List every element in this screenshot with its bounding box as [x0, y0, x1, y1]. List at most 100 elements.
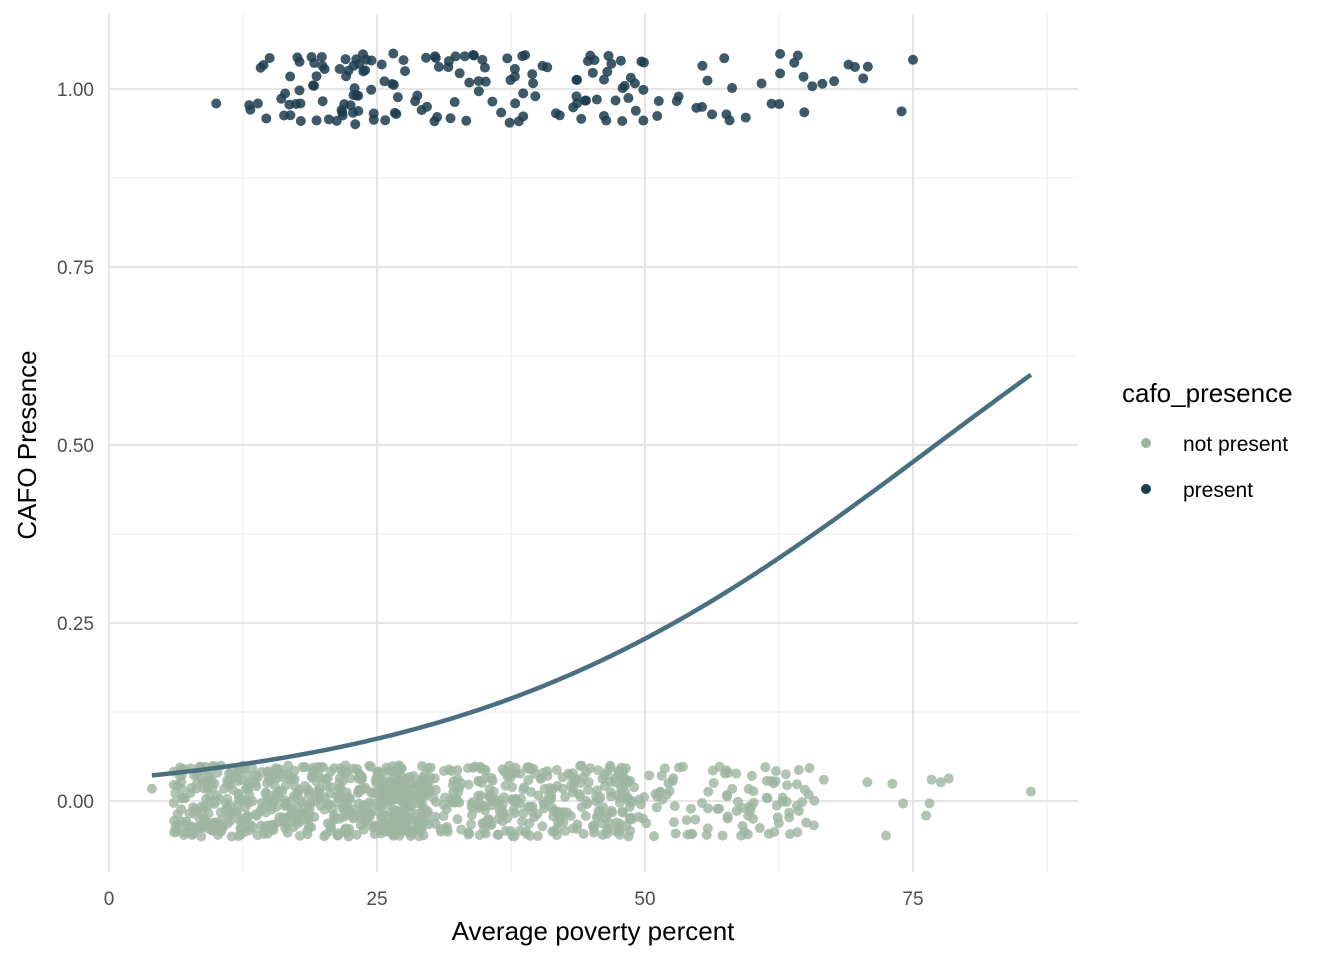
point-not-present: [808, 820, 819, 831]
point-not-present: [780, 769, 791, 780]
point-not-present: [209, 778, 220, 789]
fit-line: [151, 372, 1033, 778]
point-not-present: [351, 829, 362, 840]
point-not-present: [396, 771, 407, 782]
point-not-present: [551, 764, 562, 775]
point-present: [255, 62, 266, 73]
point-not-present: [523, 801, 534, 812]
point-not-present: [614, 829, 625, 840]
point-present: [294, 85, 305, 96]
point-not-present: [621, 820, 632, 831]
point-not-present: [201, 793, 212, 804]
point-present: [691, 102, 702, 113]
point-present: [774, 99, 785, 110]
x-axis-title: Average poverty percent: [452, 916, 736, 946]
point-not-present: [146, 783, 157, 794]
y-tick-label: 0.50: [57, 436, 94, 457]
point-not-present: [722, 813, 733, 824]
point-not-present: [762, 793, 773, 804]
point-not-present: [240, 783, 251, 794]
point-not-present: [299, 761, 310, 772]
point-not-present: [332, 830, 343, 841]
point-not-present: [383, 765, 394, 776]
point-not-present: [549, 826, 560, 837]
point-present: [862, 61, 873, 72]
point-present: [617, 83, 628, 94]
point-not-present: [408, 790, 419, 801]
point-not-present: [196, 831, 207, 842]
point-not-present: [425, 762, 436, 773]
point-not-present: [181, 816, 192, 827]
point-present: [829, 76, 840, 87]
point-not-present: [345, 794, 356, 805]
point-not-present: [589, 827, 600, 838]
point-not-present: [221, 798, 232, 809]
point-not-present: [537, 821, 548, 832]
point-not-present: [862, 777, 873, 788]
point-present: [450, 51, 461, 62]
point-not-present: [544, 782, 555, 793]
y-tick-label: 0.75: [57, 258, 94, 279]
point-present: [341, 71, 352, 82]
point-not-present: [309, 767, 320, 778]
point-not-present: [708, 777, 719, 788]
point-not-present: [818, 774, 829, 785]
point-not-present: [737, 820, 748, 831]
point-not-present: [605, 762, 616, 773]
point-not-present: [438, 766, 449, 777]
point-not-present: [168, 797, 179, 808]
point-present: [707, 109, 718, 120]
point-present: [502, 53, 513, 64]
point-not-present: [404, 771, 415, 782]
point-not-present: [267, 771, 278, 782]
point-present: [638, 115, 649, 126]
point-present: [603, 50, 614, 61]
point-not-present: [515, 768, 526, 779]
point-not-present: [731, 805, 742, 816]
point-present: [775, 48, 786, 59]
grid: [108, 14, 1078, 872]
x-tick-label: 50: [634, 889, 655, 910]
point-not-present: [489, 794, 500, 805]
point-not-present: [935, 777, 946, 788]
point-not-present: [926, 774, 937, 785]
point-present: [261, 113, 272, 124]
point-not-present: [456, 778, 467, 789]
point-not-present: [560, 791, 571, 802]
point-not-present: [529, 812, 540, 823]
point-not-present: [466, 799, 477, 810]
point-not-present: [887, 778, 898, 789]
point-present: [387, 79, 398, 90]
point-not-present: [773, 818, 784, 829]
point-not-present: [898, 798, 909, 809]
point-not-present: [405, 831, 416, 842]
point-present: [416, 105, 427, 116]
point-not-present: [340, 811, 351, 822]
axes: 0 25 50 75 0.00 0.25 0.50 0.75 1.00: [57, 80, 924, 910]
point-present: [388, 48, 399, 59]
point-not-present: [401, 820, 412, 831]
point-not-present: [247, 763, 258, 774]
point-not-present: [340, 760, 351, 771]
point-not-present: [538, 796, 549, 807]
x-tick-label: 0: [104, 889, 115, 910]
point-not-present: [478, 825, 489, 836]
y-tick-label: 0.00: [57, 792, 94, 813]
point-not-present: [746, 770, 757, 781]
point-not-present: [176, 804, 187, 815]
point-not-present: [655, 786, 666, 797]
point-present: [792, 50, 803, 61]
point-present: [291, 98, 302, 109]
point-present: [589, 55, 600, 66]
point-present: [617, 116, 628, 127]
point-present: [606, 58, 617, 69]
point-present: [513, 116, 524, 127]
point-not-present: [262, 778, 273, 789]
point-not-present: [493, 813, 504, 824]
point-not-present: [466, 819, 477, 830]
point-not-present: [770, 766, 781, 777]
point-not-present: [797, 797, 808, 808]
point-not-present: [388, 804, 399, 815]
point-not-present: [588, 820, 599, 831]
point-not-present: [1025, 786, 1036, 797]
